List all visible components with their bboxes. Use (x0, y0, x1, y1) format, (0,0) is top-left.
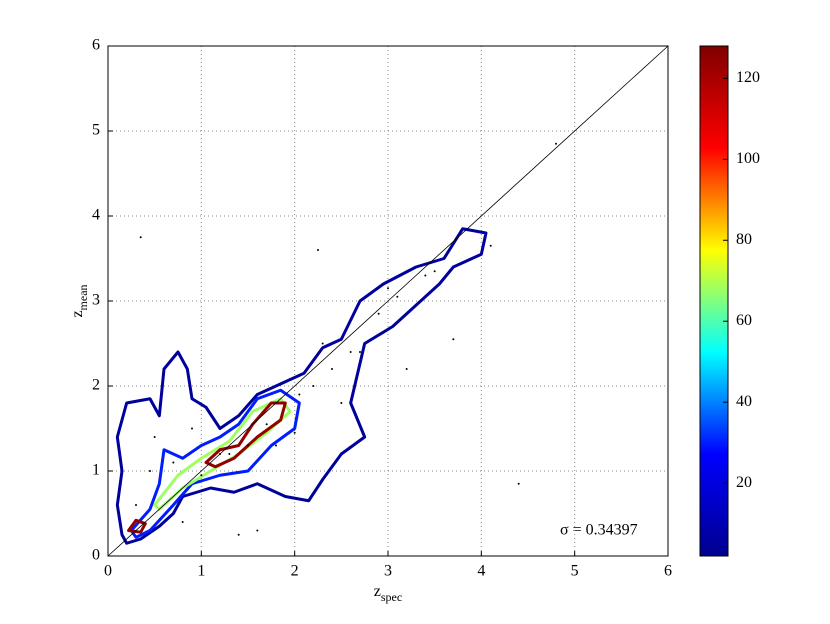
annotation: σ = 0.34397 (560, 522, 638, 539)
scatter-point (191, 427, 193, 430)
scatter-point (349, 351, 352, 353)
scatter-point (298, 393, 301, 396)
y-tick-label: 4 (92, 207, 100, 224)
y-axis-label: zmean (69, 284, 90, 317)
scatter-point (149, 470, 151, 472)
contour (129, 388, 301, 539)
y-tick-label: 0 (92, 547, 100, 564)
y-tick-label: 6 (92, 37, 100, 54)
y-label-sub: mean (76, 284, 90, 310)
colorbar-tick-label: 80 (736, 231, 752, 248)
scatter-point (237, 533, 240, 536)
scatter-point (265, 423, 268, 426)
scatter-point (139, 236, 142, 239)
x-tick-label: 5 (571, 563, 579, 580)
x-label-main: z (374, 583, 381, 600)
scatter-point (181, 521, 184, 523)
scatter-point (247, 444, 249, 447)
x-tick-label: 0 (104, 563, 112, 580)
y-tick-label: 1 (92, 462, 100, 479)
y-tick-label: 2 (92, 377, 100, 394)
scatter-point (293, 431, 296, 434)
scatter-point (256, 529, 259, 532)
y-tick-label: 3 (92, 292, 100, 309)
scatter-point (359, 351, 361, 353)
scatter-point (405, 368, 408, 370)
scatter-point (275, 444, 277, 447)
scatter-point (517, 482, 520, 485)
x-tick-label: 1 (197, 563, 205, 580)
scatter-point (317, 249, 319, 251)
plot-frame (107, 45, 669, 557)
scatter-point (331, 368, 333, 370)
x-tick-label: 4 (477, 563, 485, 580)
scatter-point (452, 338, 455, 341)
scatter-point (489, 244, 492, 247)
contour (127, 518, 147, 534)
reference-line (107, 45, 669, 557)
x-axis-label: zspec (374, 583, 402, 604)
scatter-point (555, 142, 557, 145)
colorbar-tick-label: 120 (736, 69, 760, 86)
scatter-point (200, 474, 203, 477)
scatter-point (135, 504, 137, 506)
scatter-point (396, 295, 399, 298)
x-tick-label: 2 (291, 563, 299, 580)
y-tick-label: 5 (92, 122, 100, 139)
x-label-sub: spec (381, 590, 402, 604)
colorbar-tick-label: 40 (736, 393, 752, 410)
colorbar (699, 45, 729, 557)
y-label-main: z (69, 310, 86, 317)
scatter-point (228, 453, 231, 455)
scatter-point (387, 287, 389, 290)
scatter-point (172, 461, 175, 464)
scatter-point (377, 312, 380, 315)
contour (115, 227, 488, 545)
scatter-point (424, 274, 427, 277)
colorbar-tick-label: 60 (736, 312, 752, 329)
scatter-point (340, 402, 343, 404)
scatter-point (433, 270, 436, 273)
colorbar-tick-label: 100 (736, 150, 760, 167)
x-tick-label: 3 (384, 563, 392, 580)
scatter-point (312, 385, 315, 387)
contour (204, 401, 287, 469)
scatter-point (153, 436, 156, 438)
scatter-point (321, 342, 324, 345)
x-tick-label: 6 (664, 563, 672, 580)
colorbar-tick-label: 20 (736, 474, 752, 491)
